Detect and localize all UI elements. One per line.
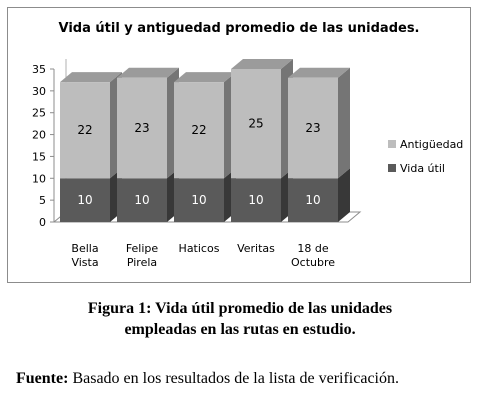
bar-front — [174, 178, 224, 222]
bar-segment-vida-util: 10 — [288, 168, 350, 222]
figure-caption: Figura 1: Vida útil promedio de las unid… — [0, 298, 480, 340]
bar-side — [338, 67, 350, 179]
chart-title: Vida útil y antiguedad promedio de las u… — [59, 21, 420, 36]
caption-line-1: Figura 1: Vida útil promedio de las unid… — [87, 300, 393, 317]
source-text: Basado en los resultados de la lista de … — [68, 370, 399, 387]
data-label: 23 — [305, 121, 320, 135]
bar-top — [60, 72, 122, 83]
data-label: 10 — [248, 193, 263, 207]
legend-label: Antigüedad — [400, 138, 463, 151]
bar-front — [288, 77, 338, 179]
data-label: 22 — [191, 123, 206, 137]
chart-frame: Vida útil y antiguedad promedio de las u… — [7, 7, 471, 283]
y-tick-label: 15 — [32, 150, 46, 163]
x-tick-label: Bella Vista — [71, 242, 98, 269]
bar-segment-antiguedad: 23 — [288, 67, 350, 179]
bar-top — [174, 72, 236, 83]
bar-top — [231, 59, 293, 69]
stacked-bar-chart: Vida útil y antiguedad promedio de las u… — [32, 21, 463, 269]
x-tick-label: Haticos — [179, 242, 220, 255]
legend-swatch — [388, 140, 396, 148]
legend: Antigüedad Vida útil — [388, 138, 463, 175]
bar-front — [117, 77, 167, 179]
y-tick-label: 0 — [39, 216, 46, 229]
bar-segment-antiguedad: 22 — [60, 72, 122, 179]
y-tick-label: 35 — [32, 63, 46, 76]
data-label: 23 — [134, 121, 149, 135]
data-label: 10 — [134, 193, 149, 207]
x-tick-label: 18 de Octubre — [291, 242, 335, 269]
bar-front — [60, 178, 110, 222]
data-label: 22 — [77, 123, 92, 137]
y-tick-label: 10 — [32, 172, 46, 185]
data-label: 10 — [77, 193, 92, 207]
bar-side — [338, 168, 350, 222]
data-label: 10 — [305, 193, 320, 207]
legend-item: Vida útil — [388, 162, 445, 175]
caption-line-2: empleadas en las rutas en estudio. — [124, 321, 356, 338]
y-tick-label: 25 — [32, 107, 46, 120]
bar-front — [231, 69, 281, 179]
y-tick-label: 20 — [32, 129, 46, 142]
bar-front — [117, 178, 167, 222]
legend-item: Antigüedad — [388, 138, 463, 151]
y-tick-label: 30 — [32, 85, 46, 98]
x-tick-label: Felipe Pirela — [126, 242, 159, 269]
x-tick-label: Veritas — [237, 242, 275, 255]
legend-swatch — [388, 164, 396, 172]
legend-label: Vida útil — [400, 162, 445, 175]
bar-front — [60, 82, 110, 179]
data-label: 10 — [191, 193, 206, 207]
source-label: Fuente: — [16, 370, 69, 387]
bar-top — [117, 67, 179, 78]
bar-segment-antiguedad: 22 — [174, 72, 236, 179]
bar-front — [231, 178, 281, 222]
data-label: 25 — [248, 117, 263, 131]
bar-segment-antiguedad: 23 — [117, 67, 179, 179]
bar-front — [174, 82, 224, 179]
source-note: Fuente: Basado en los resultados de la l… — [16, 370, 399, 388]
y-tick-label: 5 — [39, 194, 46, 207]
bar-segment-antiguedad: 25 — [231, 59, 293, 179]
bar-front — [288, 178, 338, 222]
plot-area: 0 5 10 15 20 25 30 35 10 22 Bella Vista 10 23 Felipe Pi… — [32, 59, 362, 269]
bar-top — [288, 67, 350, 78]
